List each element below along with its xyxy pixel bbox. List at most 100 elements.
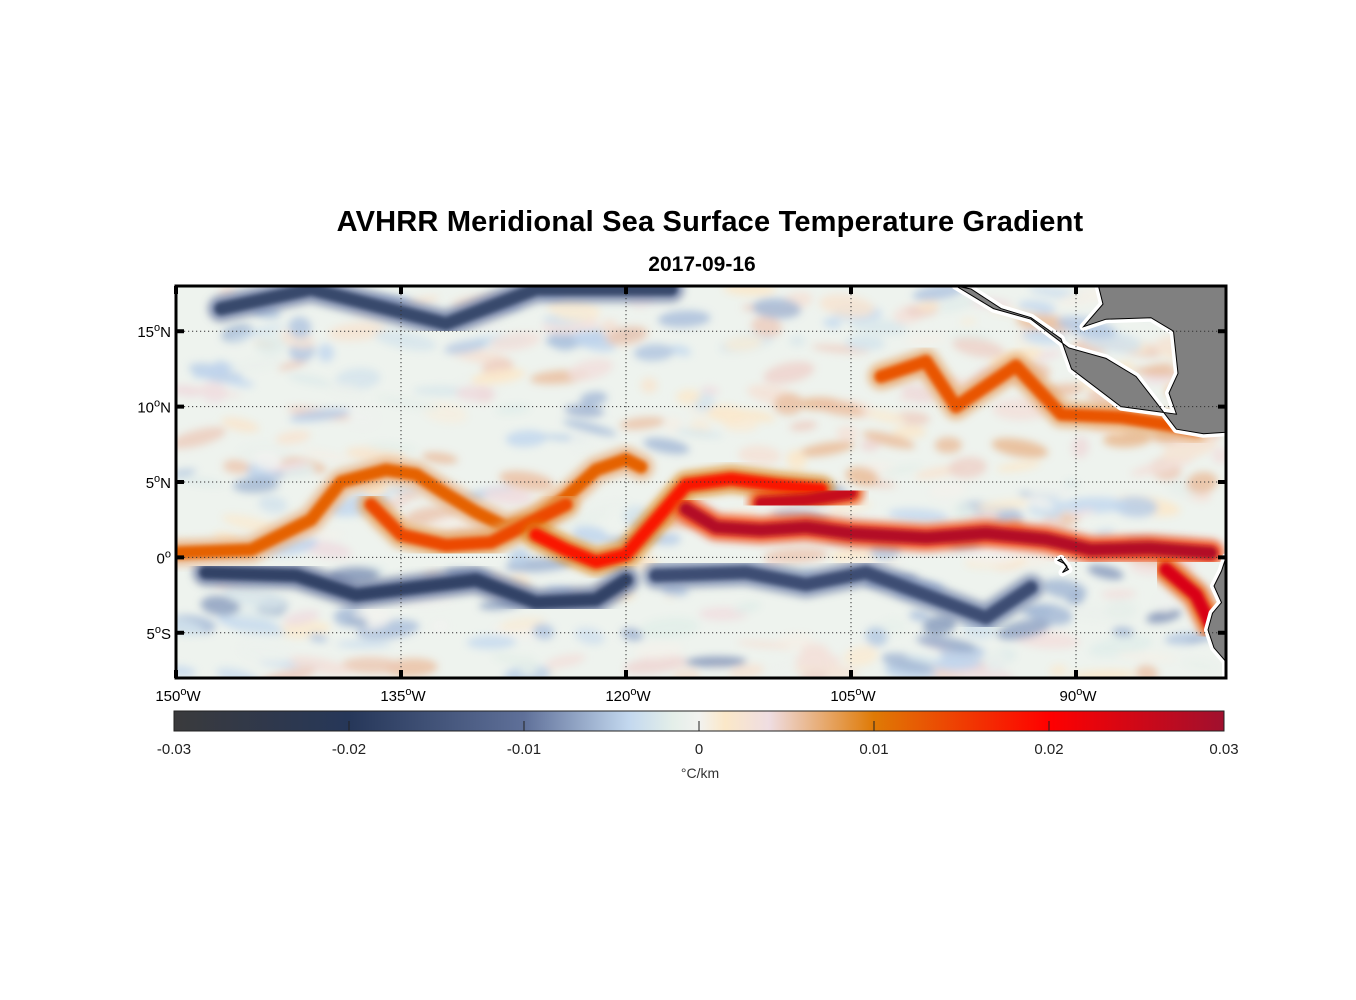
texture-blob: [797, 441, 855, 457]
texture-blob: [579, 391, 608, 406]
feature-core: [199, 566, 633, 610]
texture-blob: [881, 464, 923, 476]
texture-blob: [965, 544, 1028, 566]
texture-blob: [574, 627, 605, 645]
texture-blob: [374, 330, 437, 351]
texture-blob: [275, 430, 311, 445]
feature-line: [649, 566, 1038, 625]
texture-blob: [948, 456, 987, 479]
feature-line: [529, 472, 828, 569]
texture-blob: [585, 500, 631, 511]
texture-blob: [228, 357, 285, 374]
texture-blob: [225, 378, 254, 388]
degree-symbol: o: [405, 686, 411, 698]
gradient-features: [176, 286, 1224, 639]
longitude-tick-label: 90oW: [1060, 686, 1098, 705]
texture-blob: [623, 655, 688, 675]
colorbar-tick-label: 0.03: [1209, 741, 1238, 758]
texture-blob: [1066, 591, 1085, 606]
texture-blob: [786, 450, 807, 472]
degree-symbol: o: [154, 398, 160, 410]
texture-blob: [773, 393, 804, 415]
colorbar-tick-label: -0.01: [507, 741, 541, 758]
tick-hemisphere: N: [160, 400, 171, 417]
colorbar-ticks: [348, 721, 1050, 731]
texture-blob: [654, 533, 682, 546]
degree-symbol: o: [1076, 686, 1082, 698]
tick-value: 135: [380, 688, 405, 705]
texture-blob: [819, 294, 875, 318]
colorbar-tick-labels: -0.03 -0.02 -0.01 0 0.01 0.02 0.03: [157, 741, 1239, 758]
texture-blob: [232, 477, 280, 493]
tick-hemisphere: S: [161, 626, 171, 643]
longitude-tick-label: 150oW: [155, 686, 201, 705]
tick-value: 5: [146, 475, 154, 492]
texture-blob: [283, 610, 320, 626]
tick-value: 5: [147, 626, 155, 643]
texture-blob: [572, 525, 609, 545]
texture-blob: [301, 448, 351, 462]
degree-symbol: o: [855, 686, 861, 698]
texture-blob: [844, 645, 879, 667]
texture-blob: [1161, 435, 1217, 461]
texture-blob: [905, 334, 948, 346]
feature-core: [364, 498, 573, 552]
texture-blob: [1186, 471, 1218, 494]
texture-blob: [1106, 598, 1137, 621]
texture-blob: [912, 286, 965, 301]
texture-blob: [794, 652, 841, 668]
longitude-tick-label: 120oW: [605, 686, 651, 705]
texture-blob: [916, 635, 977, 652]
texture-blob: [733, 601, 762, 614]
texture-blob: [238, 641, 293, 663]
feature-core: [679, 502, 1218, 560]
texture-blob: [326, 383, 362, 395]
texture-blob: [505, 430, 547, 447]
feature-line: [1159, 562, 1218, 632]
texture-blob: [788, 335, 806, 346]
texture-blob: [483, 488, 533, 506]
texture-blob: [736, 640, 792, 649]
texture-blob: [664, 416, 683, 432]
texture-blob: [258, 495, 288, 514]
texture-blob: [1112, 626, 1134, 637]
texture-blob: [867, 409, 907, 424]
degree-symbol: o: [165, 548, 171, 560]
texture-blob: [1028, 487, 1076, 498]
texture-blob: [569, 430, 593, 452]
texture-blob: [763, 361, 815, 385]
land-polygon: [955, 286, 1226, 435]
feature-core: [649, 566, 1038, 625]
texture-blob: [937, 297, 976, 312]
texture-blob: [1130, 456, 1194, 477]
texture-blob: [1037, 519, 1063, 528]
texture-blob: [176, 469, 197, 479]
texture-blob: [489, 332, 542, 352]
chart-subtitle: 2017-09-16: [648, 253, 756, 276]
texture-blob: [256, 333, 288, 356]
texture-blob: [327, 322, 387, 342]
texture-blob: [1100, 589, 1137, 599]
texture-blob: [287, 373, 332, 387]
degree-symbol: o: [154, 322, 160, 334]
texture-blob: [643, 437, 690, 455]
land-polygon: [1207, 557, 1226, 678]
texture-blob: [336, 640, 392, 648]
texture-blob: [345, 616, 369, 628]
texture-blob: [728, 664, 765, 678]
colorbar-tick-label: -0.03: [157, 741, 191, 758]
tick-value: 105: [830, 688, 855, 705]
texture-blob: [176, 665, 196, 677]
texture-blob: [738, 409, 776, 423]
texture-blob: [789, 421, 818, 431]
texture-blob: [952, 337, 1005, 358]
texture-blob: [1049, 664, 1068, 677]
feature-core: [874, 354, 1203, 436]
tick-value: 90: [1060, 688, 1077, 705]
feature-line: [679, 502, 1218, 560]
texture-blob: [619, 416, 666, 430]
texture-blob: [232, 625, 288, 636]
texture-blob: [878, 618, 906, 636]
degree-symbol: o: [630, 686, 636, 698]
